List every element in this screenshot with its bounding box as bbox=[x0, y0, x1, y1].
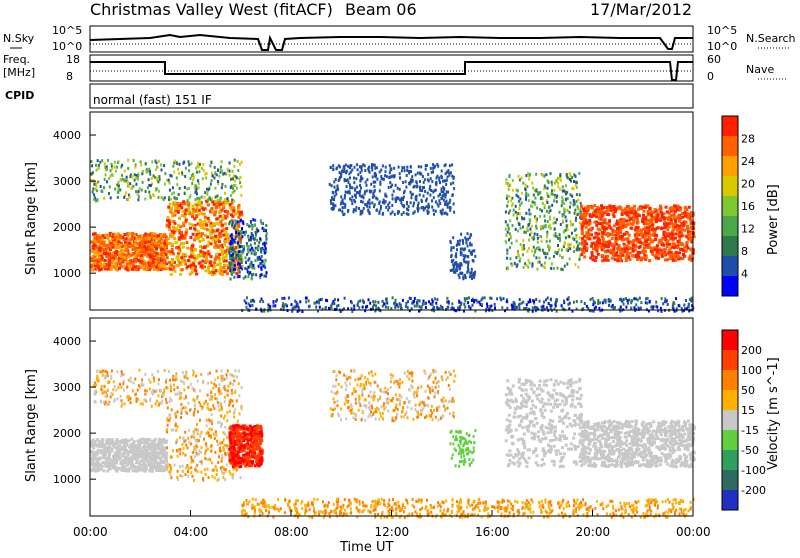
freq-label-1: Freq. bbox=[3, 53, 30, 66]
range-tick-label: 3000 bbox=[53, 175, 81, 188]
colorbar-segment bbox=[722, 350, 738, 370]
colorbar-segment bbox=[722, 410, 738, 430]
freq-tick-left-top: 18 bbox=[66, 53, 80, 66]
colorbar-segment bbox=[722, 330, 738, 350]
colorbar-tick-label: 50 bbox=[741, 384, 755, 397]
power-panel: Slant Range [km] 4000 3000 2000 1000 28 24 20… bbox=[24, 112, 781, 313]
velocity-colorbar: 200 100 50 15 -15 -50 -100 -200 bbox=[722, 330, 766, 510]
colorbar-tick-label: -100 bbox=[741, 464, 766, 477]
colorbar-segment bbox=[722, 156, 738, 176]
date-label: 17/Mar/2012 bbox=[590, 0, 692, 19]
colorbar-segment bbox=[722, 430, 738, 450]
colorbar-segment bbox=[722, 370, 738, 390]
colorbar-segment bbox=[722, 136, 738, 156]
power-data-layer bbox=[90, 159, 696, 313]
colorbar-segment bbox=[722, 176, 738, 196]
colorbar-tick-label: 4 bbox=[741, 268, 748, 281]
colorbar-tick-label: -200 bbox=[741, 484, 766, 497]
colorbar-segment bbox=[722, 196, 738, 216]
noise-sky-trace bbox=[90, 35, 693, 50]
noise-tick-right-bottom: 10^0 bbox=[707, 40, 737, 53]
freq-label-2: [MHz] bbox=[3, 66, 35, 79]
time-tick-label: 12:00 bbox=[375, 525, 410, 539]
colorbar-tick-label: 16 bbox=[741, 200, 755, 213]
freq-tick-right-top: 60 bbox=[707, 53, 721, 66]
noise-tick-left-top: 10^5 bbox=[52, 24, 82, 37]
colorbar-segment bbox=[722, 216, 738, 236]
colorbar-segment bbox=[722, 236, 738, 256]
noise-right-label: N.Search bbox=[746, 32, 796, 45]
time-axis-label: Time UT bbox=[339, 540, 393, 554]
colorbar-segment bbox=[722, 276, 738, 296]
colorbar-tick-label: 15 bbox=[741, 404, 755, 417]
beam-label: Beam 06 bbox=[345, 0, 417, 19]
time-tick-label: 20:00 bbox=[576, 525, 611, 539]
colorbar-segment bbox=[722, 390, 738, 410]
power-ylabel: Slant Range [km] bbox=[24, 162, 39, 275]
colorbar-tick-label: 28 bbox=[741, 133, 755, 146]
colorbar-tick-label: 100 bbox=[741, 364, 762, 377]
colorbar-segment bbox=[722, 450, 738, 470]
freq-panel: Freq. [MHz] 18 8 60 0 Nave bbox=[3, 53, 788, 83]
noise-panel: N.Sky 10^5 10^0 10^5 10^0 N.Search bbox=[3, 24, 796, 53]
colorbar-tick-label: -15 bbox=[741, 424, 759, 437]
freq-tick-right-bottom: 0 bbox=[707, 70, 714, 83]
velocity-panel: Slant Range [km] 4000 3000 2000 1000 200 100… bbox=[24, 318, 781, 519]
velocity-ylabel: Slant Range [km] bbox=[24, 369, 39, 482]
colorbar-tick-label: 12 bbox=[741, 223, 755, 236]
cpid-text: normal (fast) 151 IF bbox=[93, 93, 212, 107]
plot-title: Christmas Valley West (fitACF) bbox=[90, 0, 333, 19]
colorbar-tick-label: 8 bbox=[741, 245, 748, 258]
range-tick-label: 1000 bbox=[53, 473, 81, 486]
noise-left-label: N.Sky bbox=[3, 32, 35, 45]
noise-tick-left-bottom: 10^0 bbox=[52, 40, 82, 53]
freq-right-label: Nave bbox=[746, 63, 774, 76]
cpid-panel: CPID normal (fast) 151 IF bbox=[5, 84, 693, 108]
range-tick-label: 2000 bbox=[53, 427, 81, 440]
velocity-colorbar-label: Velocity [m s^-1] bbox=[766, 357, 781, 470]
freq-tick-left-bottom: 8 bbox=[66, 70, 73, 83]
time-tick-label: 16:00 bbox=[475, 525, 510, 539]
colorbar-tick-label: -50 bbox=[741, 444, 759, 457]
velocity-data-layer bbox=[90, 369, 696, 519]
time-tick-label: 00:00 bbox=[73, 525, 108, 539]
range-tick-label: 4000 bbox=[53, 335, 81, 348]
time-tick-label: 00:00 bbox=[676, 525, 711, 539]
colorbar-tick-label: 200 bbox=[741, 344, 762, 357]
colorbar-tick-label: 24 bbox=[741, 155, 755, 168]
colorbar-segment bbox=[722, 256, 738, 276]
noise-tick-right-top: 10^5 bbox=[707, 24, 737, 37]
power-colorbar: 28 24 20 16 12 8 4 bbox=[722, 116, 755, 296]
power-colorbar-label: Power [dB] bbox=[766, 184, 781, 255]
colorbar-segment bbox=[722, 470, 738, 490]
time-tick-label: 04:00 bbox=[174, 525, 209, 539]
colorbar-tick-label: 20 bbox=[741, 178, 755, 191]
time-tick-label: 08:00 bbox=[274, 525, 309, 539]
colorbar-segment bbox=[722, 116, 738, 136]
range-tick-label: 2000 bbox=[53, 221, 81, 234]
range-tick-label: 1000 bbox=[53, 267, 81, 280]
range-tick-label: 4000 bbox=[53, 129, 81, 142]
colorbar-segment bbox=[722, 490, 738, 510]
cpid-label: CPID bbox=[5, 89, 34, 102]
range-tick-label: 3000 bbox=[53, 381, 81, 394]
